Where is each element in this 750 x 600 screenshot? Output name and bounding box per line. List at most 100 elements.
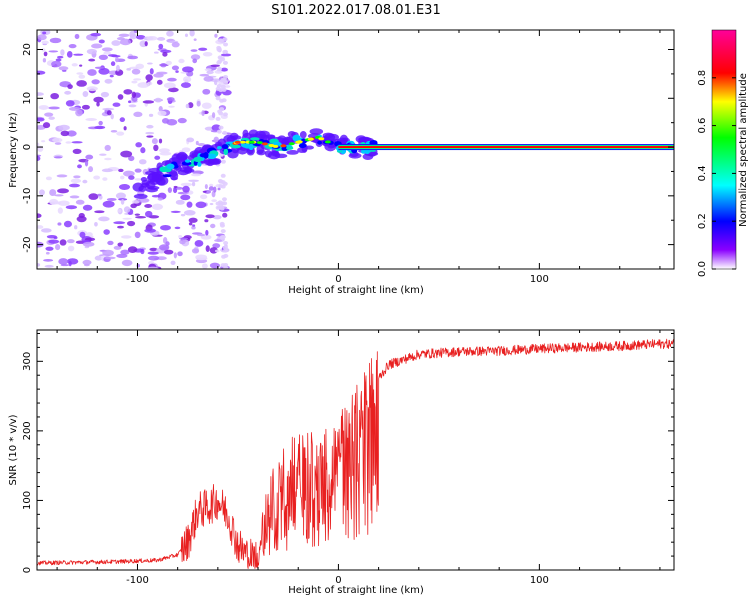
spectral-blob [185, 103, 190, 109]
spectral-blob [91, 79, 100, 85]
colorbar-gradient [711, 29, 737, 270]
spectral-blob [102, 200, 115, 208]
spectral-blob [147, 255, 160, 261]
ridge-blob [309, 128, 324, 135]
spectral-blob [66, 258, 79, 265]
ridge-blob [132, 182, 144, 192]
y-tick-label: 200 [22, 421, 33, 440]
spectral-blob [39, 189, 45, 196]
spectral-blob [219, 206, 225, 211]
spectral-blob [102, 177, 108, 181]
ridge-core [292, 134, 301, 142]
x-ticks-2: -100 0 100 [56, 330, 661, 586]
spectral-blob [201, 263, 208, 269]
ridge-core [216, 146, 222, 150]
spectral-blob [107, 240, 114, 246]
spectral-blob [204, 219, 209, 223]
spectral-blob [73, 175, 81, 179]
spectral-blob [46, 234, 57, 239]
spectral-blob [133, 111, 143, 118]
x-axis-label-1: Height of straight line (km) [288, 285, 424, 296]
ridge-core [203, 151, 209, 159]
spectral-blob [173, 187, 178, 194]
spectral-blob [113, 221, 126, 225]
spectral-blob [123, 126, 127, 131]
x-axis-label-2: Height of straight line (km) [288, 585, 424, 596]
spectral-blob [208, 186, 214, 191]
spectral-blob [132, 199, 140, 204]
spectral-blob [37, 117, 45, 122]
spectral-blob [163, 249, 174, 255]
spectral-blob [220, 77, 226, 82]
spectral-blob [180, 82, 192, 89]
spectral-blob [65, 205, 78, 210]
spectral-blob [167, 77, 177, 82]
spectral-blob [76, 80, 88, 87]
spectral-blob [211, 199, 217, 203]
spectral-blob [119, 117, 126, 123]
ridge-blob [242, 129, 249, 138]
spectral-blob [160, 62, 167, 68]
ridge-blob [267, 151, 281, 160]
spectral-blob [215, 116, 221, 121]
x-tick-label: 100 [530, 274, 549, 285]
spectral-blob [157, 110, 167, 116]
spectral-blob [223, 241, 229, 246]
spectral-blob [154, 51, 159, 54]
spectral-blob [123, 170, 135, 177]
spectral-blob [51, 60, 62, 68]
x-ticks-1: -100 0 100 [56, 30, 661, 285]
spectral-blob [222, 49, 228, 54]
spectral-blob [109, 74, 114, 78]
ridge-core [223, 148, 229, 156]
snr-series-line [37, 338, 674, 569]
y-tick-label: -20 [22, 236, 33, 252]
ridge-peak [248, 140, 255, 144]
spectral-blob [65, 100, 75, 107]
spectral-blob [215, 205, 221, 210]
spectral-blob [151, 138, 158, 145]
spectral-blob [224, 85, 231, 88]
spectral-blob [102, 249, 114, 257]
spectral-blob [110, 61, 116, 67]
spectral-blob [113, 245, 122, 250]
ridge-blob [286, 150, 299, 155]
main-line-core [338, 146, 674, 149]
ridge-core [162, 174, 172, 178]
spectral-blob [182, 185, 190, 193]
spectral-blob [220, 173, 226, 178]
spectral-blob [57, 55, 64, 59]
y-tick-label: 20 [22, 43, 33, 56]
spectral-blob [98, 67, 110, 75]
spectral-blob [163, 82, 176, 89]
spectral-blob [156, 37, 166, 41]
spectral-blob [60, 49, 65, 56]
spectral-blob [57, 200, 70, 206]
spectral-blob [131, 80, 138, 84]
spectral-blob [213, 136, 220, 144]
spectral-blob [101, 47, 113, 52]
spectral-blob [42, 31, 47, 35]
spectral-blob [98, 216, 110, 222]
spectral-blob [137, 82, 150, 88]
spectral-blob [177, 117, 187, 124]
spectral-blob [166, 97, 175, 102]
spectral-blob [196, 233, 206, 237]
spectral-blob [194, 240, 204, 247]
spectral-blob [104, 157, 112, 161]
x-tick-label: 0 [335, 575, 341, 586]
spectral-blob [94, 255, 103, 261]
spectral-blob [91, 43, 103, 49]
ridge-blob [169, 170, 179, 181]
colorbar-label: Normalized spectral amplitude [738, 73, 749, 227]
spectral-blob [160, 49, 172, 53]
spectral-blob [204, 184, 208, 190]
spectral-blob [220, 159, 226, 164]
spectral-blob [175, 199, 185, 205]
spectral-blob [213, 79, 218, 86]
spectral-blob [137, 198, 150, 203]
spectral-blob [216, 45, 222, 50]
spectral-blob [206, 70, 214, 75]
